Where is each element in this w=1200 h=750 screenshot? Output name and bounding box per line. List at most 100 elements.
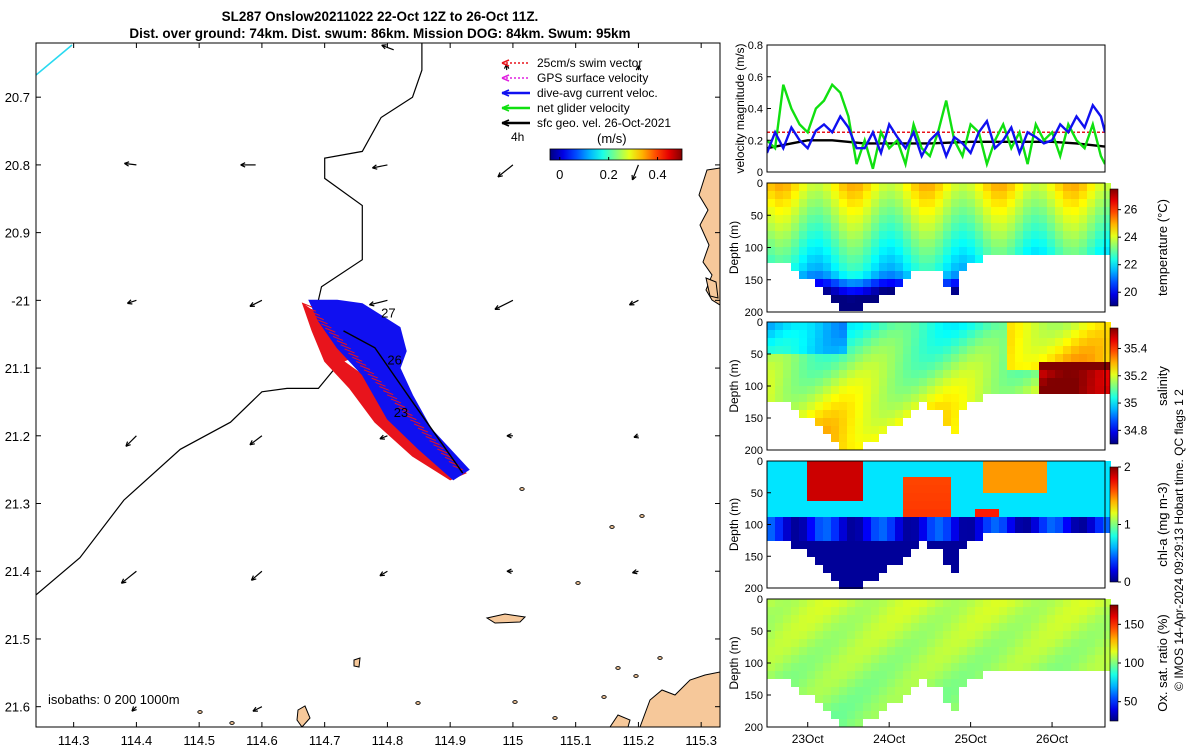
heatmap-cell	[799, 509, 807, 517]
heatmap-cell	[991, 599, 999, 607]
heatmap-cell	[1015, 223, 1023, 231]
heatmap-cell	[871, 223, 879, 231]
heatmap-cell	[959, 386, 967, 394]
heatmap-cell	[823, 599, 831, 607]
heatmap-cell	[847, 485, 855, 493]
swim-vector	[336, 340, 348, 346]
heatmap-cell	[1015, 631, 1023, 639]
heatmap-cell	[951, 247, 959, 255]
heatmap-cell	[911, 509, 919, 517]
heatmap-cell	[991, 655, 999, 663]
heatmap-cell	[879, 501, 887, 509]
heatmap-cell	[951, 338, 959, 346]
heatmap-cell	[863, 469, 871, 477]
heatmap-cell	[903, 469, 911, 477]
heatmap-cell	[967, 386, 975, 394]
heatmap-cell	[975, 477, 983, 485]
heatmap-cell	[807, 402, 815, 410]
arrow-head	[628, 300, 635, 306]
heatmap-cell	[1087, 199, 1095, 207]
heatmap-cell	[1015, 647, 1023, 655]
heatmap-cell	[823, 322, 831, 330]
heatmap-cell	[1015, 485, 1023, 493]
heatmap-cell	[767, 370, 775, 378]
heatmap-cell	[1063, 370, 1071, 378]
heatmap-cell	[839, 247, 847, 255]
heatmap-cell	[887, 402, 895, 410]
heatmap-cell	[951, 639, 959, 647]
heatmap-cell	[831, 663, 839, 671]
heatmap-cell	[911, 338, 919, 346]
heatmap-cell	[767, 639, 775, 647]
heatmap-cell	[887, 279, 895, 287]
colorbar-tick-label: 35	[1124, 396, 1138, 410]
heatmap-cell	[855, 386, 863, 394]
heatmap-cell	[863, 501, 871, 509]
heatmap-cell	[839, 255, 847, 263]
heatmap-cell	[991, 469, 999, 477]
heatmap-cell	[807, 501, 815, 509]
heatmap-cell	[959, 394, 967, 402]
island-dot	[575, 581, 581, 585]
heatmap-cell	[871, 295, 879, 303]
heatmap-cell	[823, 410, 831, 418]
sfc-geo-velocity-arrow	[372, 164, 388, 169]
heatmap-cell	[791, 623, 799, 631]
heatmap-cell	[879, 418, 887, 426]
heatmap-cell	[951, 501, 959, 509]
heatmap-cell	[943, 386, 951, 394]
heatmap-cell	[1023, 599, 1031, 607]
heatmap-cell	[863, 647, 871, 655]
heatmap-cell	[823, 239, 831, 247]
heatmap-cell	[879, 695, 887, 703]
heatmap-cell	[959, 663, 967, 671]
heatmap-cell	[1015, 607, 1023, 615]
heatmap-cell	[1007, 231, 1015, 239]
heatmap-cell	[823, 183, 831, 191]
heatmap-cell	[815, 255, 823, 263]
heatmap-cell	[1039, 215, 1047, 223]
heatmap-cell	[1063, 631, 1071, 639]
swim-vector	[332, 335, 344, 341]
heatmap-cell	[863, 199, 871, 207]
heatmap-cell	[959, 215, 967, 223]
variable-colorbar	[1109, 466, 1119, 583]
heatmap-cell	[895, 607, 903, 615]
heatmap-cell	[951, 426, 959, 434]
heatmap-cell	[983, 631, 991, 639]
heatmap-cell	[791, 533, 799, 541]
heatmap-cell	[991, 354, 999, 362]
heatmap-cell	[767, 394, 775, 402]
heatmap-cell	[1087, 322, 1095, 330]
heatmap-cell	[799, 525, 807, 533]
heatmap-cell	[895, 485, 903, 493]
heatmap-cell	[951, 607, 959, 615]
heatmap-cell	[887, 354, 895, 362]
heatmap-cell	[967, 655, 975, 663]
heatmap-cell	[855, 338, 863, 346]
track-day-label: 23	[394, 405, 408, 420]
heatmap-cell	[863, 215, 871, 223]
heatmap-cell	[911, 239, 919, 247]
heatmap-cell	[815, 557, 823, 565]
heatmap-cell	[799, 607, 807, 615]
heatmap-cell	[855, 679, 863, 687]
track-day-label: 26	[387, 353, 401, 368]
heatmap-cell	[1047, 493, 1055, 501]
heatmap-cell	[863, 410, 871, 418]
heatmap-cell	[879, 247, 887, 255]
heatmap-cell	[1039, 623, 1047, 631]
heatmap-cell	[1015, 493, 1023, 501]
heatmap-cell	[1031, 207, 1039, 215]
heatmap-cell	[1071, 378, 1079, 386]
heatmap-cell	[1023, 370, 1031, 378]
heatmap-cell	[943, 378, 951, 386]
heatmap-cell	[935, 330, 943, 338]
swim-vector	[301, 302, 313, 308]
heatmap-cell	[951, 418, 959, 426]
heatmap-cell	[983, 509, 991, 517]
heatmap-cell	[823, 279, 831, 287]
heatmap-cell	[1015, 525, 1023, 533]
heatmap-cell	[871, 639, 879, 647]
heatmap-cell	[799, 263, 807, 271]
